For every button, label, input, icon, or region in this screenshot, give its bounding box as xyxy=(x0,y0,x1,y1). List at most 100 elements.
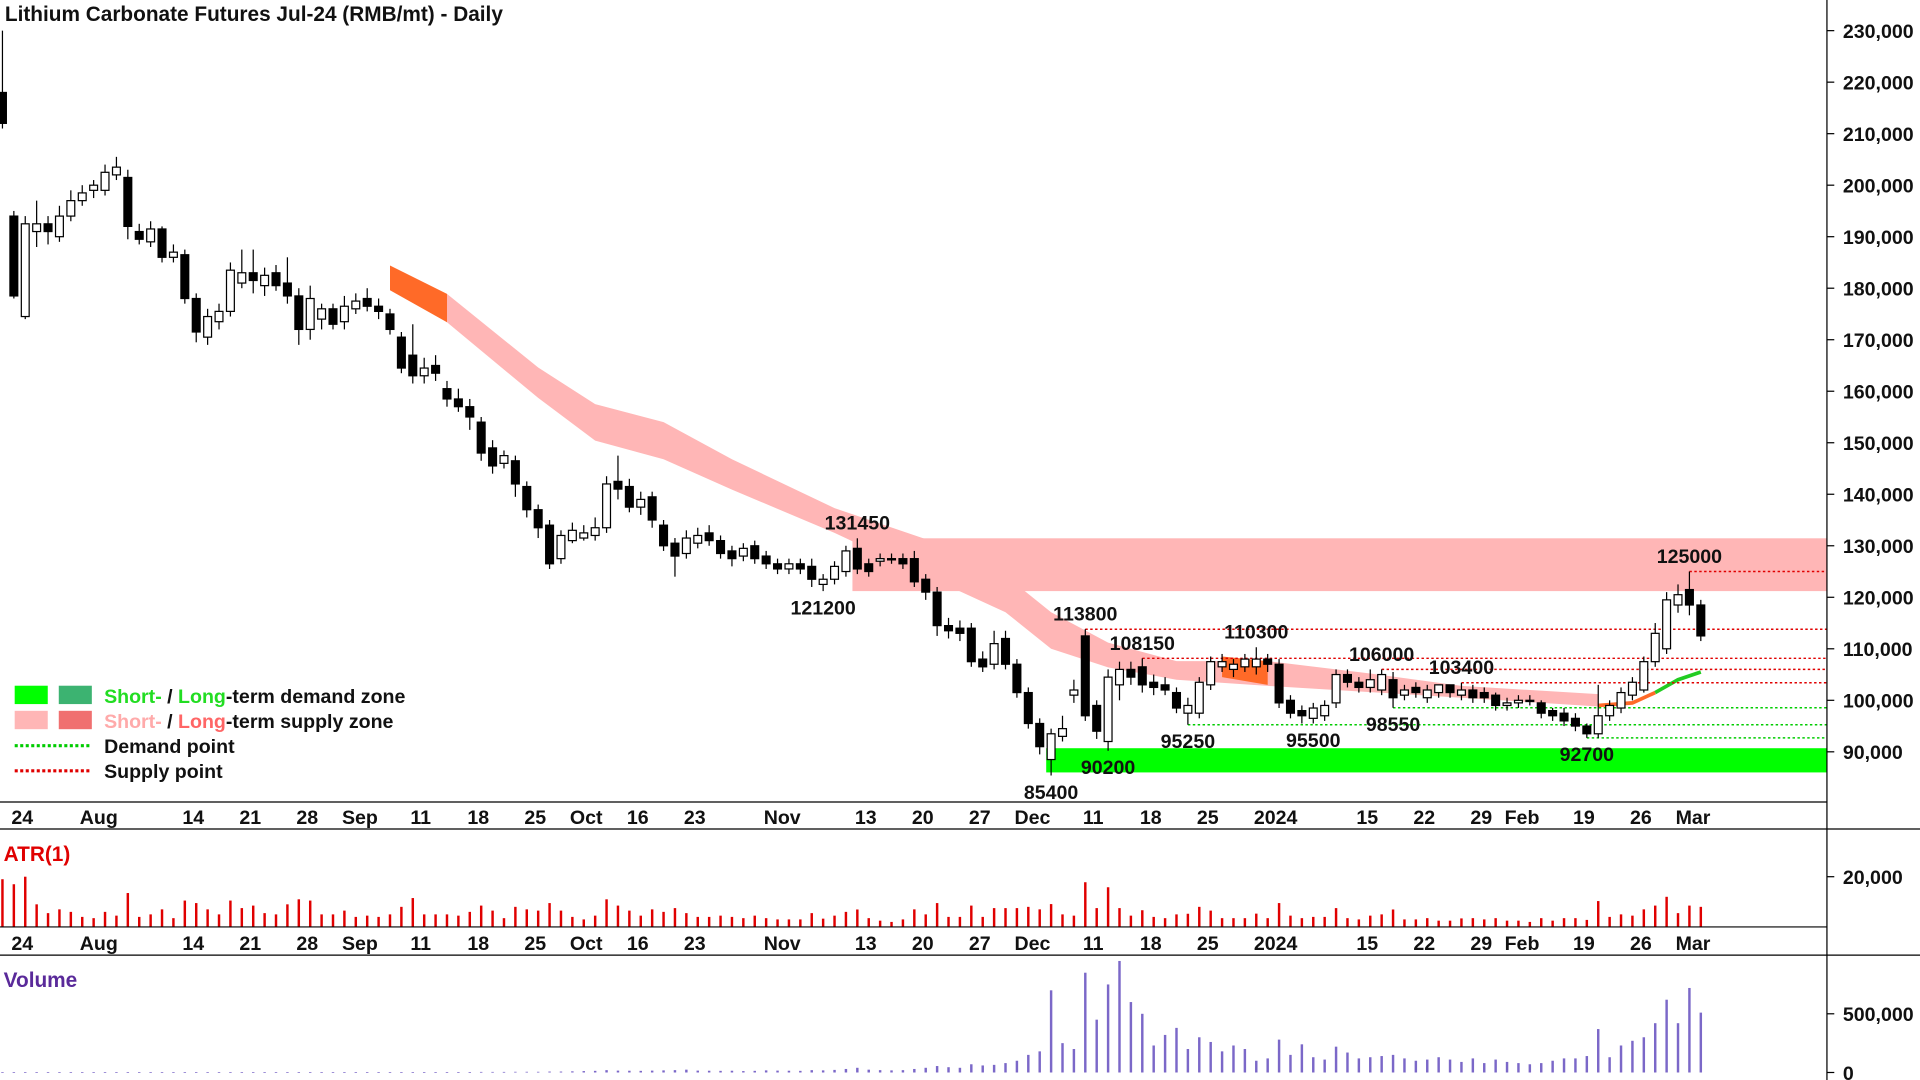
supply-ribbon xyxy=(446,293,1599,707)
x-tick-label: 14 xyxy=(182,807,204,829)
candle-body xyxy=(852,547,862,570)
bar xyxy=(662,1070,665,1073)
bar xyxy=(1403,1058,1406,1073)
bar xyxy=(1198,1037,1201,1073)
bar xyxy=(947,1067,950,1073)
candle-body xyxy=(989,643,999,665)
x-tick-label: Mar xyxy=(1676,933,1711,955)
bar xyxy=(1038,909,1041,927)
candle-body xyxy=(1149,681,1159,689)
bar xyxy=(958,916,962,927)
bar xyxy=(1141,910,1144,927)
bar xyxy=(126,893,130,927)
bar xyxy=(35,1072,38,1073)
bar xyxy=(616,1070,620,1073)
candle-body xyxy=(1012,663,1022,694)
bar xyxy=(947,916,950,927)
bar xyxy=(1027,906,1030,927)
y-tick-label: 120,000 xyxy=(1843,588,1914,610)
y-tick-label: 130,000 xyxy=(1843,536,1914,558)
bar xyxy=(639,915,642,927)
candle-body xyxy=(294,295,304,331)
bar xyxy=(810,913,813,927)
legend-swatch xyxy=(14,685,48,705)
bar xyxy=(183,1072,187,1073)
candle-body xyxy=(214,310,224,323)
bar xyxy=(217,914,221,927)
candle-body xyxy=(1502,702,1512,707)
bar xyxy=(1095,1019,1098,1073)
y-tick-label: 100,000 xyxy=(1843,691,1914,713)
bar xyxy=(1357,1058,1361,1073)
bar xyxy=(1049,904,1053,927)
bar xyxy=(217,1072,221,1073)
y-tick-label: 190,000 xyxy=(1843,227,1914,249)
x-tick-label: 23 xyxy=(684,933,706,955)
bar xyxy=(514,906,517,927)
bar xyxy=(935,903,939,927)
bar xyxy=(628,910,631,927)
bar xyxy=(160,909,164,927)
candle-body xyxy=(9,215,19,297)
bar xyxy=(1574,1058,1577,1073)
bar xyxy=(206,909,209,927)
x-tick-label: 24 xyxy=(11,807,33,829)
bar xyxy=(1004,908,1007,927)
bar xyxy=(764,1070,768,1073)
legend-text: / xyxy=(162,711,178,733)
bar xyxy=(536,1071,540,1073)
candle-body xyxy=(1057,728,1068,737)
candle-body xyxy=(77,192,87,202)
bar xyxy=(639,1070,642,1073)
candle-body xyxy=(1377,673,1387,691)
x-tick-label: Dec xyxy=(1014,933,1050,955)
x-tick-label: 28 xyxy=(296,807,318,829)
bar xyxy=(1483,919,1486,927)
bar xyxy=(331,1072,335,1073)
x-tick-label: 18 xyxy=(467,807,489,829)
bar xyxy=(35,904,38,927)
bar xyxy=(1483,1063,1486,1073)
legend-text: Long xyxy=(178,686,226,708)
candle-body xyxy=(966,627,976,663)
bar xyxy=(890,921,893,927)
candle-body xyxy=(271,272,281,287)
bar xyxy=(172,1072,175,1073)
bar xyxy=(1220,918,1224,927)
x-tick-label: Feb xyxy=(1505,933,1540,955)
bar xyxy=(696,916,699,927)
bar xyxy=(1437,1057,1440,1073)
bar xyxy=(1015,908,1019,927)
candle-body xyxy=(1365,679,1375,689)
candle-body xyxy=(932,591,942,627)
bar xyxy=(1152,916,1155,927)
bar xyxy=(1072,1049,1076,1073)
bar xyxy=(856,1067,859,1073)
zone xyxy=(1046,748,1827,773)
bar xyxy=(1186,913,1190,927)
candle-body xyxy=(978,658,988,668)
candle-body xyxy=(1479,691,1489,699)
bar xyxy=(867,1069,870,1073)
candle-body xyxy=(659,524,669,547)
bar xyxy=(970,1064,973,1073)
x-tick-label: 22 xyxy=(1413,933,1435,955)
bar xyxy=(764,918,768,927)
candle-body xyxy=(1627,681,1637,696)
bar xyxy=(172,918,175,927)
x-tick-label: Dec xyxy=(1014,807,1050,829)
candle-body xyxy=(203,315,213,338)
bar xyxy=(1289,1054,1292,1073)
bar xyxy=(1551,920,1554,927)
candle-body xyxy=(453,398,463,408)
candle-body xyxy=(1434,684,1444,694)
x-tick-label: 25 xyxy=(524,807,546,829)
bar xyxy=(1619,914,1623,927)
candle-body xyxy=(545,524,555,565)
bar xyxy=(1334,908,1338,927)
candle-body xyxy=(1103,676,1113,743)
bar xyxy=(1266,1058,1269,1073)
bar xyxy=(12,884,16,927)
bar xyxy=(548,1071,551,1073)
bar xyxy=(1642,909,1646,927)
